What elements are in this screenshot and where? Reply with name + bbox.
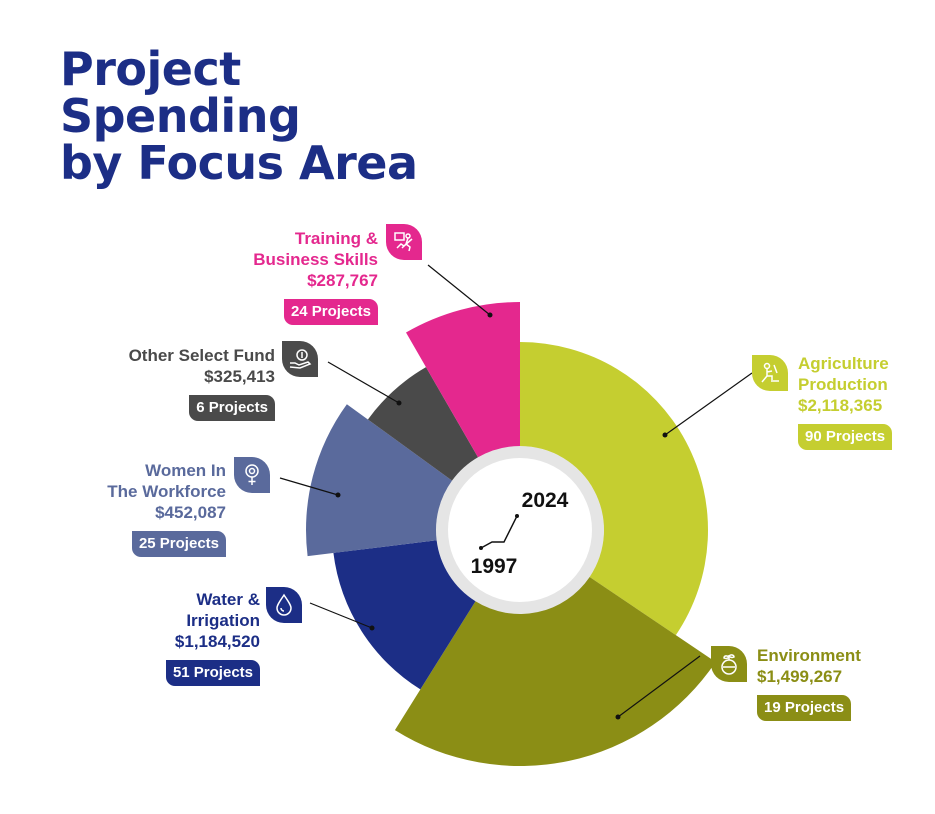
leader-dot-environment [615, 714, 621, 720]
slice-environment [394, 576, 716, 767]
women-projects-badge: 25 Projects [131, 531, 226, 557]
hand-coin-icon [282, 341, 318, 377]
center-hole [448, 458, 592, 602]
women-name-line-2: The Workforce [107, 482, 226, 501]
water-drop-icon [266, 587, 302, 623]
slice-other [367, 367, 478, 481]
label-other: Other Select Fund $325,413 6 Projects [129, 345, 275, 421]
leader-dot-water [369, 625, 375, 631]
leader-dot-women [335, 492, 341, 498]
training-chart-icon [386, 224, 422, 260]
title-line-1: Project [60, 42, 241, 96]
agriculture-projects-badge: 90 Projects [798, 424, 893, 450]
leader-dot-other [396, 400, 402, 406]
label-environment: Environment $1,499,267 19 Projects [757, 645, 861, 721]
training-amount: $287,767 [307, 271, 378, 290]
leader-line-other [327, 361, 400, 404]
farmer-icon [752, 355, 788, 391]
agriculture-amount: $2,118,365 [798, 396, 883, 415]
other-name: Other Select Fund [128, 346, 275, 365]
water-projects-badge: 51 Projects [165, 660, 260, 686]
water-name-line-2: Irrigation [186, 611, 260, 630]
women-name-line-1: Women In [145, 461, 226, 480]
female-gear-icon [234, 457, 270, 493]
leader-line-environment [617, 655, 701, 718]
title-line-3: by Focus Area [60, 136, 418, 190]
leader-line-agriculture [664, 372, 753, 436]
agriculture-name-line-2: Production [798, 375, 888, 394]
slice-water [333, 540, 476, 690]
water-name-line-1: Water & [196, 590, 260, 609]
slice-women [305, 404, 453, 557]
leader-line-water [309, 602, 373, 629]
page-title: Project Spending by Focus Area [60, 46, 418, 187]
label-water: Water & Irrigation $1,184,520 51 Project… [165, 589, 260, 686]
training-name-line-2: Business Skills [253, 250, 378, 269]
label-agriculture: Agriculture Production $2,118,365 90 Pro… [798, 353, 893, 450]
leader-line-women [279, 477, 339, 496]
label-training: Training & Business Skills $287,767 24 P… [253, 228, 378, 325]
slice-training [406, 302, 520, 458]
year-arrow [480, 515, 518, 549]
title-line-2: Spending [60, 89, 301, 143]
leader-line-training [427, 264, 491, 316]
training-name-line-1: Training & [294, 229, 378, 248]
training-projects-badge: 24 Projects [283, 299, 378, 325]
environment-name: Environment [757, 646, 861, 665]
agriculture-name-line-1: Agriculture [798, 354, 889, 373]
start-year-label: 1997 [471, 555, 518, 578]
leader-dot-agriculture [662, 432, 668, 438]
plant-globe-icon [711, 646, 747, 682]
environment-amount: $1,499,267 [757, 667, 843, 686]
leader-dot-training [487, 312, 493, 318]
year-arrow-start [479, 546, 483, 550]
water-amount: $1,184,520 [174, 632, 260, 651]
end-year-label: 2024 [522, 489, 569, 512]
women-amount: $452,087 [155, 503, 226, 522]
leader-lines [279, 264, 753, 718]
other-amount: $325,413 [204, 367, 275, 386]
label-women: Women In The Workforce $452,087 25 Proje… [107, 460, 226, 557]
slice-agriculture [520, 342, 708, 636]
chart-slices [305, 302, 716, 767]
environment-projects-badge: 19 Projects [757, 695, 852, 721]
other-projects-badge: 6 Projects [189, 395, 275, 421]
leader-dots [335, 312, 668, 720]
year-arrow-end [515, 514, 519, 518]
